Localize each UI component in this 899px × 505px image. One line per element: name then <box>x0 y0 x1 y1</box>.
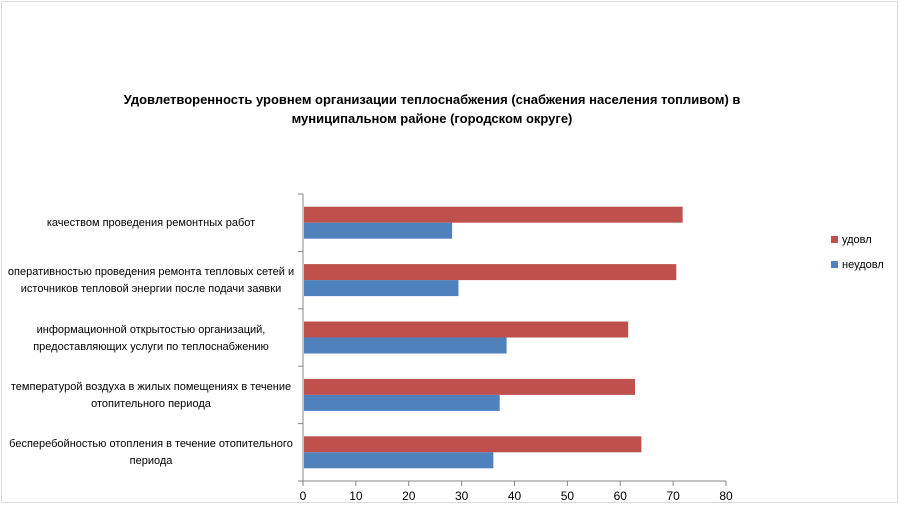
bar-udovl <box>304 436 642 453</box>
x-tick-label: 10 <box>349 489 363 503</box>
x-tick-label: 70 <box>666 489 680 503</box>
bar-neudovl <box>304 394 500 411</box>
x-tick-label: 60 <box>614 489 628 503</box>
category-label: оперативностью проведения ремонта теплов… <box>7 266 295 296</box>
category-label: качеством проведения ремонтных работ <box>46 217 256 230</box>
x-tick-label: 80 <box>719 489 733 503</box>
category-label: бесперебойностью отопления в течение ото… <box>9 438 293 468</box>
category-label: информационной открытостью организаций, … <box>33 323 269 353</box>
bar-neudovl <box>304 280 459 297</box>
bar-neudovl <box>304 337 507 354</box>
bar-udovl <box>304 206 683 223</box>
bar-udovl <box>304 321 629 338</box>
legend-swatch <box>831 236 838 243</box>
bar-neudovl <box>304 452 494 469</box>
x-tick-label: 40 <box>508 489 522 503</box>
category-label: температурой воздуха в жилых помещениях … <box>10 380 292 410</box>
bar-udovl <box>304 264 677 281</box>
chart-title: Удовлетворенность уровнем организации те… <box>123 92 741 126</box>
x-tick-label: 50 <box>561 489 575 503</box>
bar-udovl <box>304 378 636 395</box>
legend-swatch <box>831 261 838 268</box>
x-tick-label: 0 <box>300 489 307 503</box>
x-tick-label: 30 <box>455 489 469 503</box>
x-tick-label: 20 <box>402 489 416 503</box>
legend-label: неудовл <box>842 259 884 271</box>
legend-label: удовл <box>842 234 872 246</box>
bar-neudovl <box>304 222 453 239</box>
